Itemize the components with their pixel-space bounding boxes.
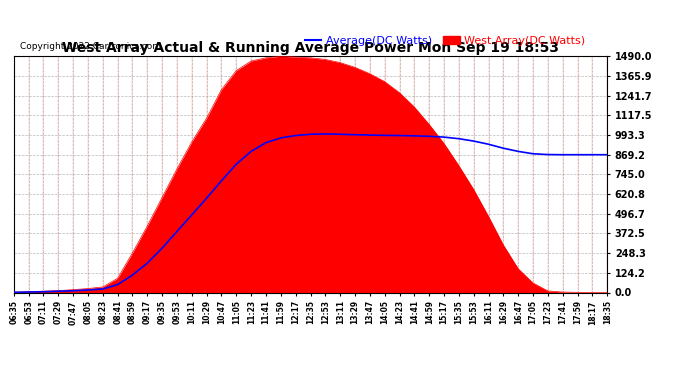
- Title: West Array Actual & Running Average Power Mon Sep 19 18:53: West Array Actual & Running Average Powe…: [62, 41, 559, 55]
- Text: Copyright 2022 Cartronics.com: Copyright 2022 Cartronics.com: [20, 42, 161, 51]
- Legend: Average(DC Watts), West Array(DC Watts): Average(DC Watts), West Array(DC Watts): [300, 31, 590, 50]
